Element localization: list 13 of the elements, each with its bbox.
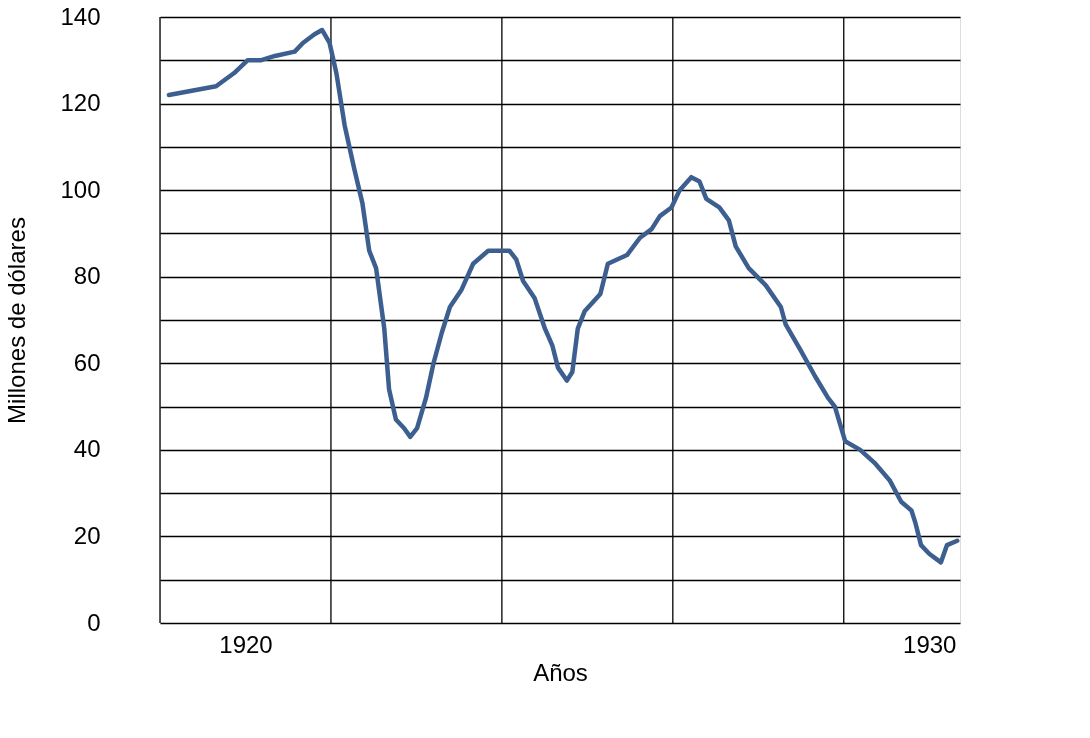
line-series <box>166 27 960 565</box>
x-tick-label: 1930 <box>903 630 957 658</box>
y-tick-label: 80 <box>73 262 101 290</box>
x-axis-title: Años <box>533 658 588 686</box>
y-tick-label: 40 <box>73 435 101 463</box>
y-axis-title: Millones de dólares <box>3 217 31 424</box>
y-tick-label: 140 <box>60 2 101 30</box>
y-tick-label: 0 <box>87 608 101 636</box>
y-tick-label: 100 <box>60 175 101 203</box>
x-tick-label: 1920 <box>219 630 273 658</box>
y-tick-label: 60 <box>73 348 101 376</box>
y-tick-label: 120 <box>60 89 101 117</box>
y-tick-label: 20 <box>73 521 101 549</box>
